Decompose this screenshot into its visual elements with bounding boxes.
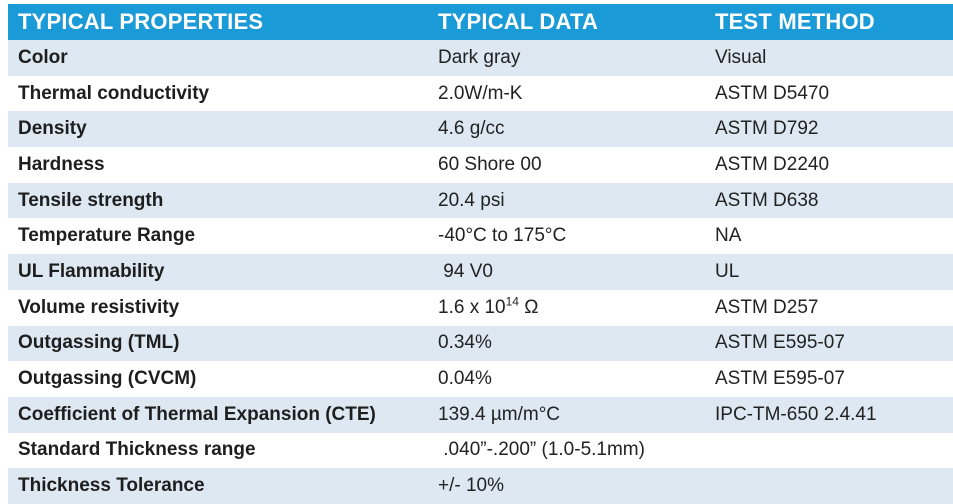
property-value: 94 V0 bbox=[438, 260, 493, 282]
table-row: Temperature Range -40°C to 175°C NA bbox=[8, 218, 953, 255]
property-name: Thickness Tolerance bbox=[18, 475, 205, 497]
table-row: Outgassing (CVCM) 0.04% ASTM E595-07 bbox=[8, 361, 953, 397]
properties-table: TYPICAL PROPERTIES TYPICAL DATA TEST MET… bbox=[8, 4, 953, 504]
table-row: Hardness 60 Shore 00 ASTM D2240 bbox=[8, 147, 953, 183]
property-name: Outgassing (CVCM) bbox=[18, 368, 197, 390]
property-name: Tensile strength bbox=[18, 189, 164, 211]
value-base: 1.6 x 10 bbox=[438, 296, 506, 318]
test-method: NA bbox=[715, 225, 742, 247]
header-test-method: TEST METHOD bbox=[715, 9, 875, 34]
table-row: Coefficient of Thermal Expansion (CTE) 1… bbox=[8, 396, 953, 433]
property-value: Dark gray bbox=[438, 46, 521, 68]
test-method: ASTM D792 bbox=[715, 118, 819, 140]
table-row: Color Dark gray Visual bbox=[8, 40, 953, 76]
property-value: 20.4 psi bbox=[438, 189, 505, 211]
property-value: 4.6 g/cc bbox=[438, 118, 505, 140]
table-row: Standard Thickness range .040”-.200” (1.… bbox=[8, 432, 953, 469]
test-method: ASTM D5470 bbox=[715, 82, 830, 104]
test-method: IPC-TM-650 2.4.41 bbox=[715, 403, 877, 425]
test-method: ASTM E595-07 bbox=[715, 332, 845, 354]
property-value: 0.04% bbox=[438, 368, 492, 390]
property-value: 139.4 µm/m°C bbox=[438, 403, 561, 425]
property-value: -40°C to 175°C bbox=[438, 225, 567, 247]
property-value: 1.6 x 1014 Ω bbox=[428, 290, 705, 326]
test-method bbox=[705, 433, 953, 469]
header-typical-properties: TYPICAL PROPERTIES bbox=[18, 9, 264, 34]
property-name: Coefficient of Thermal Expansion (CTE) bbox=[18, 403, 376, 425]
property-name: Volume resistivity bbox=[18, 296, 180, 318]
property-value: +/- 10% bbox=[438, 475, 505, 497]
property-name: Temperature Range bbox=[18, 225, 196, 247]
property-name: Hardness bbox=[18, 153, 105, 175]
property-name: UL Flammability bbox=[18, 260, 165, 282]
property-value: 2.0W/m-K bbox=[438, 82, 523, 104]
table-row: Tensile strength 20.4 psi ASTM D638 bbox=[8, 182, 953, 219]
table-row: Density 4.6 g/cc ASTM D792 bbox=[8, 111, 953, 148]
test-method: ASTM D2240 bbox=[715, 153, 830, 175]
property-name: Color bbox=[18, 46, 68, 68]
table-row: UL Flammability 94 V0 UL bbox=[8, 254, 953, 290]
test-method bbox=[705, 468, 953, 504]
table-row: Thickness Tolerance +/- 10% bbox=[8, 468, 953, 504]
test-method: ASTM E595-07 bbox=[715, 368, 845, 390]
property-name: Outgassing (TML) bbox=[18, 332, 180, 354]
property-value: .040”-.200” (1.0-5.1mm) bbox=[438, 439, 645, 461]
table-header-row: TYPICAL PROPERTIES TYPICAL DATA TEST MET… bbox=[8, 4, 953, 40]
value-unit: Ω bbox=[518, 296, 539, 318]
header-typical-data: TYPICAL DATA bbox=[438, 9, 599, 34]
test-method: Visual bbox=[715, 46, 767, 68]
property-value: 60 Shore 00 bbox=[438, 153, 542, 175]
table-row: Thermal conductivity 2.0W/m-K ASTM D5470 bbox=[8, 75, 953, 112]
property-name: Density bbox=[18, 118, 87, 140]
value-exponent: 14 bbox=[505, 294, 519, 309]
table-row: Volume resistivity 1.6 x 1014 Ω ASTM D25… bbox=[8, 289, 953, 326]
table-row: Outgassing (TML) 0.34% ASTM E595-07 bbox=[8, 325, 953, 362]
property-name: Thermal conductivity bbox=[18, 82, 210, 104]
test-method: UL bbox=[715, 260, 740, 282]
test-method: ASTM D638 bbox=[715, 189, 819, 211]
test-method: ASTM D257 bbox=[715, 296, 819, 318]
property-name: Standard Thickness range bbox=[18, 439, 256, 461]
property-value: 0.34% bbox=[438, 332, 492, 354]
